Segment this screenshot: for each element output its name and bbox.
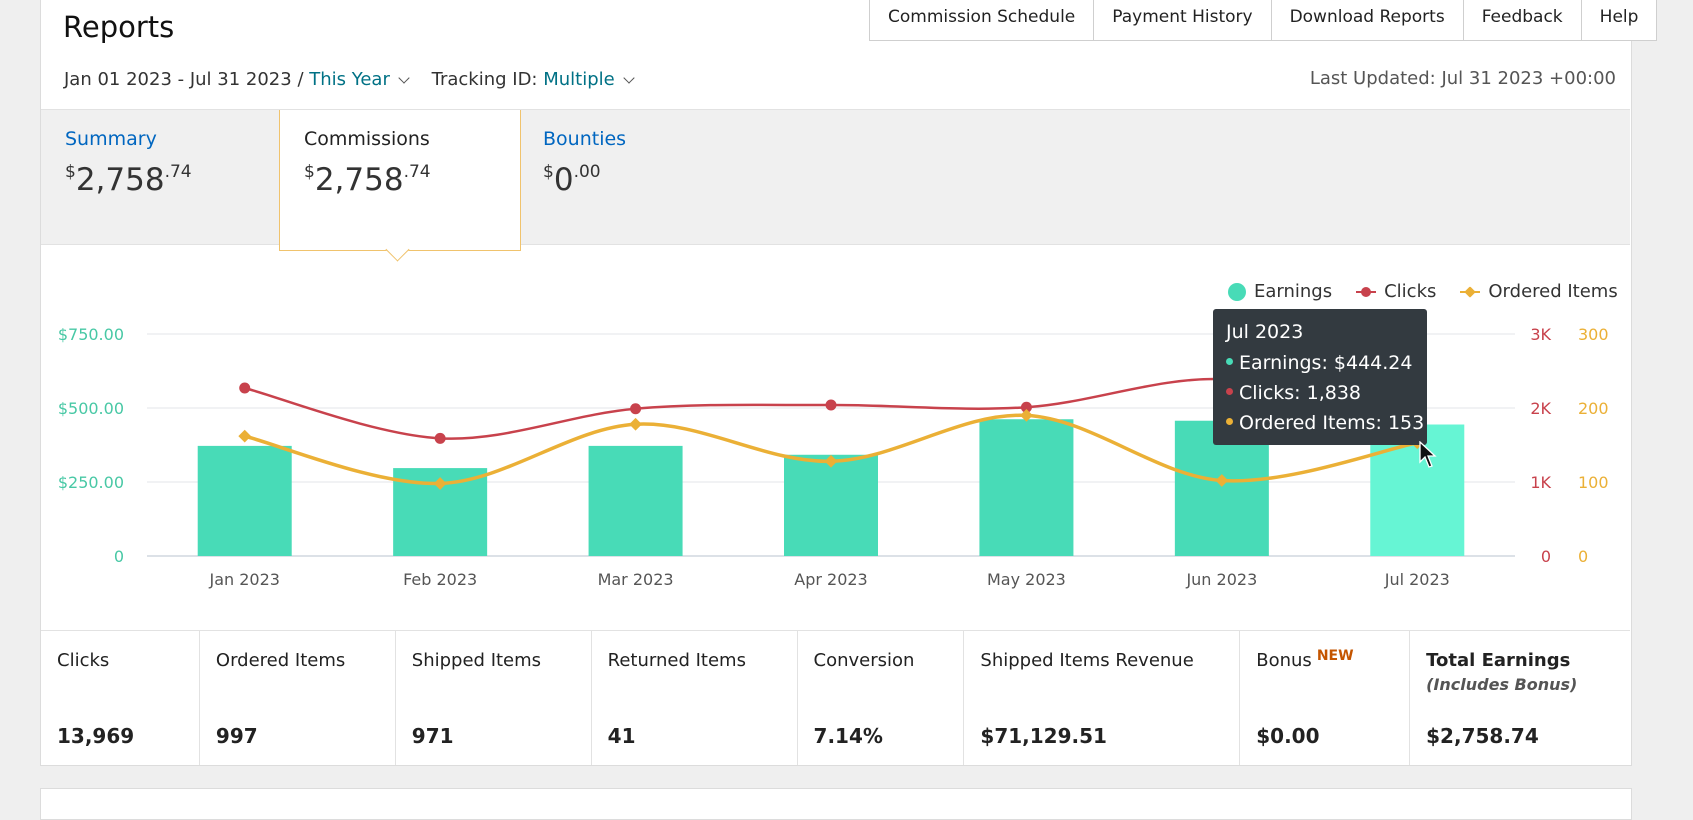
x-tick-label: Jan 2023 xyxy=(208,570,279,589)
tab-label: Commissions xyxy=(304,128,430,150)
top-links-bar: Commission Schedule Payment History Down… xyxy=(869,0,1658,41)
x-tick-label: May 2023 xyxy=(987,570,1066,589)
earnings-bar xyxy=(784,454,878,556)
y-right-clicks-tick-label: 2K xyxy=(1530,399,1551,418)
tooltip-row-earnings: Earnings: $444.24 xyxy=(1226,352,1412,374)
clicks-point xyxy=(1020,401,1032,413)
tab-label: Bounties xyxy=(543,128,627,150)
y-left-tick-label: 0 xyxy=(114,547,124,566)
stat-shipped-items: Shipped Items 971 xyxy=(394,631,591,765)
tooltip-row-clicks: Clicks: 1,838 xyxy=(1226,382,1361,404)
legend-ordered-items[interactable]: Ordered Items xyxy=(1460,281,1618,302)
tooltip-title: Jul 2023 xyxy=(1226,321,1304,343)
clicks-point xyxy=(825,399,837,411)
y-right-clicks-tick-label: 1K xyxy=(1530,473,1551,492)
chevron-down-icon[interactable] xyxy=(398,72,410,84)
chevron-down-icon[interactable] xyxy=(623,72,635,84)
stat-bonus: Bonus NEW $0.00 xyxy=(1239,631,1409,765)
help-link[interactable]: Help xyxy=(1580,0,1657,40)
x-tick-label: Mar 2023 xyxy=(598,570,674,589)
legend-earnings[interactable]: Earnings xyxy=(1228,281,1332,302)
y-left-tick-label: $750.00 xyxy=(58,325,124,344)
y-right-ordered-tick-label: 100 xyxy=(1578,473,1609,492)
page-title: Reports xyxy=(63,10,175,44)
stat-clicks: Clicks 13,969 xyxy=(57,650,135,748)
tracking-id-label: Tracking ID: xyxy=(431,69,538,90)
x-tick-label: Apr 2023 xyxy=(794,570,867,589)
x-tick-label: Feb 2023 xyxy=(403,570,477,589)
y-left-tick-label: $250.00 xyxy=(58,473,124,492)
y-left-tick-label: $500.00 xyxy=(58,399,124,418)
x-tick-label: Jun 2023 xyxy=(1185,570,1257,589)
earnings-bar xyxy=(979,419,1074,556)
feedback-link[interactable]: Feedback xyxy=(1462,0,1581,40)
stat-shipped-revenue: Shipped Items Revenue $71,129.51 xyxy=(963,631,1239,765)
stat-returned-items: Returned Items 41 xyxy=(590,631,797,765)
last-updated: Last Updated: Jul 31 2023 +00:00 xyxy=(1309,68,1616,89)
chart-tooltip: Jul 2023 Earnings: $444.24 Clicks: 1,838… xyxy=(1213,309,1427,445)
stat-total-earnings: Total Earnings (Includes Bonus) $2,758.74 xyxy=(1409,631,1630,765)
date-range-text: Jan 01 2023 - Jul 31 2023 / xyxy=(64,69,304,90)
mouse-pointer-icon xyxy=(1419,441,1437,468)
x-tick-label: Jul 2023 xyxy=(1384,570,1450,589)
earnings-swatch-icon xyxy=(1228,282,1246,301)
commission-schedule-link[interactable]: Commission Schedule xyxy=(888,7,1076,27)
next-card xyxy=(40,788,1632,820)
clicks-point xyxy=(630,403,642,415)
clicks-point xyxy=(434,432,446,444)
ordered-items-swatch-icon xyxy=(1460,286,1481,298)
filter-bar: Jan 01 2023 - Jul 31 2023 / This Year Tr… xyxy=(64,69,643,90)
ordered-items-point xyxy=(433,477,447,490)
stat-conversion: Conversion 7.14% xyxy=(796,631,964,765)
stat-ordered-items: Ordered Items 997 xyxy=(198,631,395,765)
legend-clicks[interactable]: Clicks xyxy=(1356,281,1436,302)
ordered-items-point xyxy=(238,429,252,443)
y-right-ordered-tick-label: 200 xyxy=(1578,399,1609,418)
tab-bounties[interactable]: Bounties $0.00 xyxy=(519,110,759,240)
clicks-point xyxy=(239,382,251,394)
earnings-bar xyxy=(588,445,683,556)
y-right-clicks-tick-label: 3K xyxy=(1530,325,1551,344)
earnings-bar xyxy=(197,445,292,556)
new-badge: NEW xyxy=(1316,648,1354,664)
y-right-ordered-tick-label: 0 xyxy=(1578,547,1588,566)
clicks-swatch-icon xyxy=(1356,286,1377,298)
ordered-items-point xyxy=(629,417,642,431)
tab-commissions[interactable]: Commissions $2,758.74 xyxy=(279,110,521,251)
tracking-id-dropdown[interactable]: Multiple xyxy=(543,69,615,90)
tooltip-row-ordered: Ordered Items: 153 xyxy=(1226,412,1424,434)
summary-tabs: Summary $2,758.74 Commissions $2,758.74 … xyxy=(41,109,1630,251)
payment-history-link[interactable]: Payment History xyxy=(1093,0,1270,40)
y-right-ordered-tick-label: 300 xyxy=(1578,325,1609,344)
stats-row: Clicks 13,969 Ordered Items 997 Shipped … xyxy=(41,630,1630,765)
y-right-clicks-tick-label: 0 xyxy=(1541,547,1551,566)
chart-legend: Earnings Clicks Ordered Items xyxy=(1228,281,1618,302)
tab-amount: $2,758.74 xyxy=(304,161,431,198)
tab-summary[interactable]: Summary $2,758.74 xyxy=(41,110,279,240)
earnings-chart[interactable]: 0 0 0 $250.00 1K 100 $500.00 2K 200 $750.00 3K 300 J… xyxy=(0,244,1693,644)
download-reports-link[interactable]: Download Reports xyxy=(1270,0,1463,40)
period-dropdown[interactable]: This Year xyxy=(309,69,390,90)
tab-amount: $2,758.74 xyxy=(65,161,192,198)
tab-label: Summary xyxy=(65,128,157,150)
tab-amount: $0.00 xyxy=(543,161,601,198)
